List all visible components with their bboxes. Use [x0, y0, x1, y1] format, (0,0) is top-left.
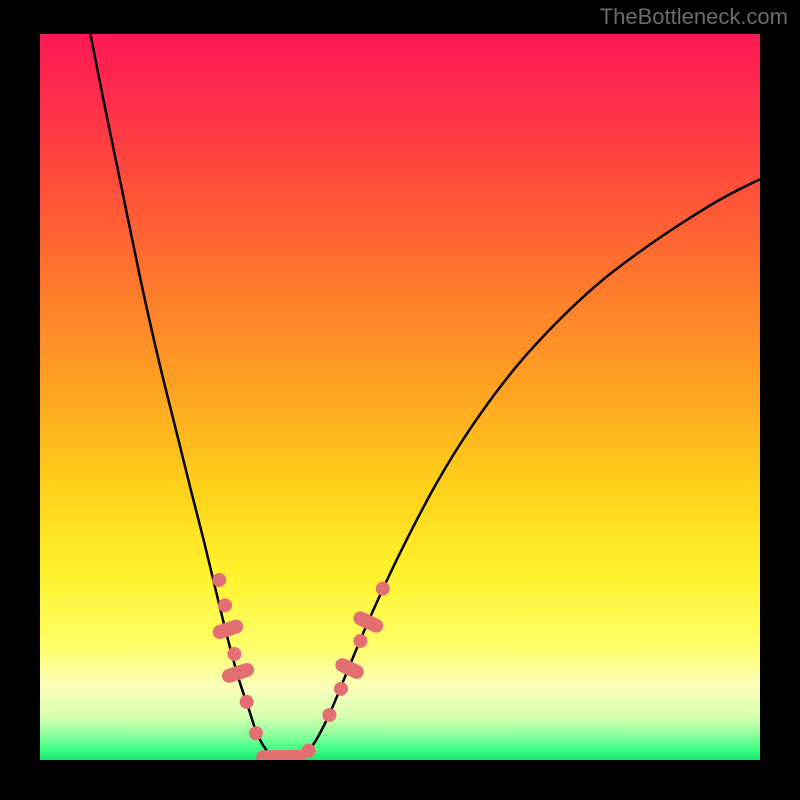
data-marker — [302, 744, 316, 758]
data-marker — [322, 708, 336, 722]
plot-area — [40, 34, 760, 760]
data-marker — [376, 582, 390, 596]
data-marker — [334, 682, 348, 696]
gradient-background — [40, 34, 760, 760]
data-marker — [249, 726, 263, 740]
data-marker — [353, 634, 367, 648]
watermark-text: TheBottleneck.com — [600, 4, 788, 30]
data-marker — [212, 573, 226, 587]
data-marker — [227, 647, 241, 661]
data-marker — [240, 695, 254, 709]
data-marker — [256, 750, 306, 760]
data-marker — [218, 598, 232, 612]
chart-container: TheBottleneck.com — [0, 0, 800, 800]
plot-svg — [40, 34, 760, 760]
